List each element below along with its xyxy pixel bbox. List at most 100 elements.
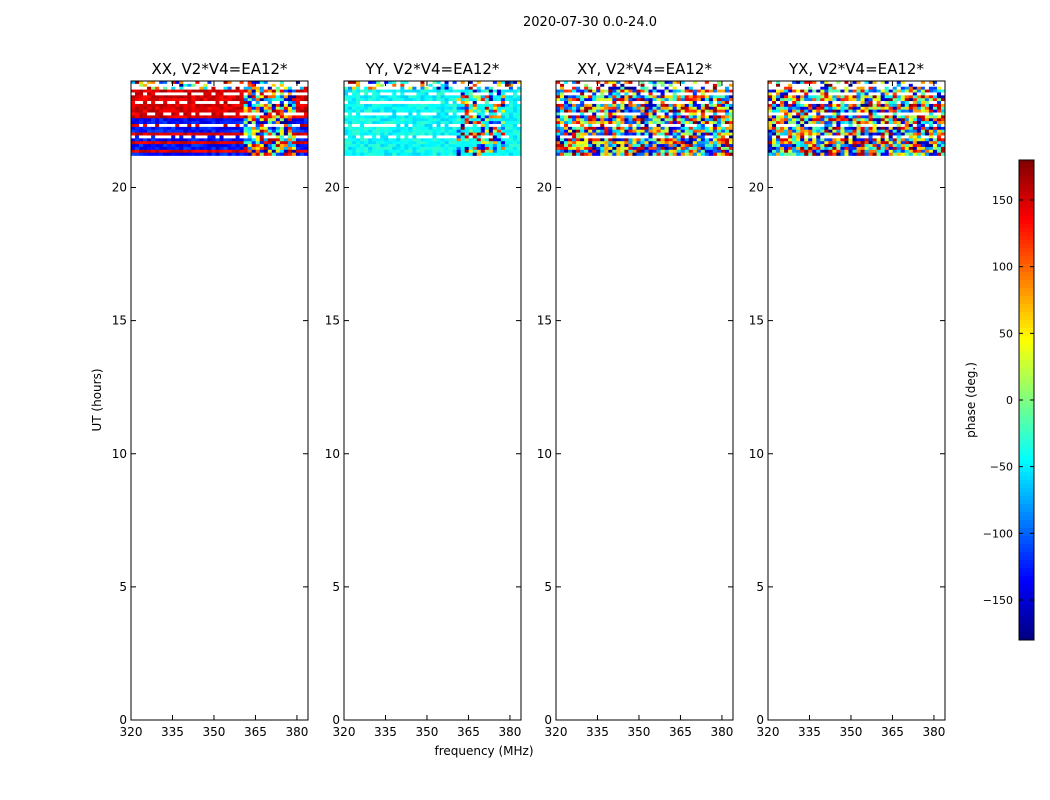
heatmap-cell (452, 144, 457, 148)
heatmap-cell (800, 112, 805, 116)
heatmap-cell (884, 109, 889, 113)
heatmap-cell (448, 112, 453, 116)
heatmap-cell (348, 121, 353, 125)
heatmap-cell (556, 138, 561, 142)
heatmap-cell (632, 124, 637, 128)
heatmap-cell (472, 135, 478, 139)
heatmap-cell (135, 146, 140, 151)
heatmap-cell (135, 112, 140, 116)
heatmap-cell (644, 129, 649, 133)
heatmap-cell (131, 92, 136, 96)
heatmap-cell (704, 144, 710, 148)
heatmap-cell (227, 83, 232, 88)
heatmap-cell (652, 129, 657, 133)
heatmap-cell (560, 101, 565, 105)
heatmap-cell (652, 101, 657, 105)
colorbar-segment (1019, 180, 1034, 185)
heatmap-cell (828, 103, 833, 108)
heatmap-cell (580, 83, 585, 88)
heatmap-cell (504, 95, 510, 99)
heatmap-cell (163, 95, 168, 99)
heatmap-cell (372, 86, 377, 90)
heatmap-cell (456, 86, 461, 90)
heatmap-cell (344, 83, 349, 88)
heatmap-cell (227, 149, 232, 153)
heatmap-cell (900, 112, 906, 116)
heatmap-cell (704, 135, 710, 139)
heatmap-cell (596, 112, 601, 116)
heatmap-cell (436, 121, 441, 125)
heatmap-cell (480, 92, 486, 96)
heatmap-cell (195, 152, 200, 156)
heatmap-cell (227, 81, 232, 85)
heatmap-cell (940, 83, 946, 88)
heatmap-cell (604, 109, 609, 113)
heatmap-cell (400, 103, 405, 108)
heatmap-cell (848, 112, 853, 116)
heatmap-cell (824, 126, 829, 131)
heatmap-cell (800, 146, 805, 151)
heatmap-cell (568, 149, 573, 153)
heatmap-cell (612, 144, 617, 148)
colorbar-segment (1019, 356, 1034, 361)
colorbar-segment (1019, 236, 1034, 241)
heatmap-cell (235, 92, 240, 96)
heatmap-cell (504, 115, 510, 119)
heatmap-cell (464, 146, 469, 151)
heatmap-cell (572, 103, 577, 108)
heatmap-cell (416, 98, 421, 102)
heatmap-cell (836, 146, 841, 151)
heatmap-cell (231, 83, 236, 88)
heatmap-cell (408, 138, 413, 142)
heatmap-cell (500, 144, 506, 148)
heatmap-cell (708, 118, 714, 122)
heatmap-cell (255, 112, 261, 116)
heatmap-cell (179, 132, 184, 136)
heatmap-cell (800, 115, 805, 119)
heatmap-cell (568, 121, 573, 125)
heatmap-cell (888, 144, 893, 148)
heatmap-cell (432, 132, 437, 136)
heatmap-cell (364, 135, 369, 139)
heatmap-cell (203, 83, 208, 88)
heatmap-cell (135, 81, 140, 85)
heatmap-cell (644, 86, 649, 90)
heatmap-cell (796, 86, 801, 90)
heatmap-cell (916, 103, 922, 108)
heatmap-cell (259, 129, 265, 133)
heatmap-cell (175, 101, 180, 105)
heatmap-cell (936, 86, 942, 90)
heatmap-cell (696, 89, 702, 93)
heatmap-cell (396, 132, 401, 136)
heatmap-cell (424, 92, 429, 96)
heatmap-cell (664, 121, 669, 125)
heatmap-cell (576, 95, 581, 99)
heatmap-cell (720, 81, 726, 85)
heatmap-cell (400, 132, 405, 136)
heatmap-cell (139, 121, 144, 125)
heatmap-cell (616, 115, 621, 119)
heatmap-cell (412, 126, 417, 131)
heatmap-cell (668, 103, 673, 108)
heatmap-cell (436, 149, 441, 153)
heatmap-cell (291, 86, 297, 90)
heatmap-cell (704, 149, 710, 153)
heatmap-cell (460, 89, 465, 93)
heatmap-cell (243, 121, 248, 125)
heatmap-cell (772, 112, 777, 116)
heatmap-cell (271, 121, 277, 125)
heatmap-cell (484, 86, 490, 90)
heatmap-cell (211, 146, 216, 151)
heatmap-cell (848, 146, 853, 151)
heatmap-cell (812, 138, 817, 142)
heatmap-cell (488, 86, 494, 90)
heatmap-cell (780, 126, 785, 131)
heatmap-cell (680, 146, 686, 151)
heatmap-cell (147, 138, 152, 142)
heatmap-cell (724, 149, 730, 153)
heatmap-cell (388, 103, 393, 108)
heatmap-cell (880, 152, 885, 156)
heatmap-cell (828, 149, 833, 153)
heatmap-cell (352, 146, 357, 151)
heatmap-cell (700, 109, 706, 113)
